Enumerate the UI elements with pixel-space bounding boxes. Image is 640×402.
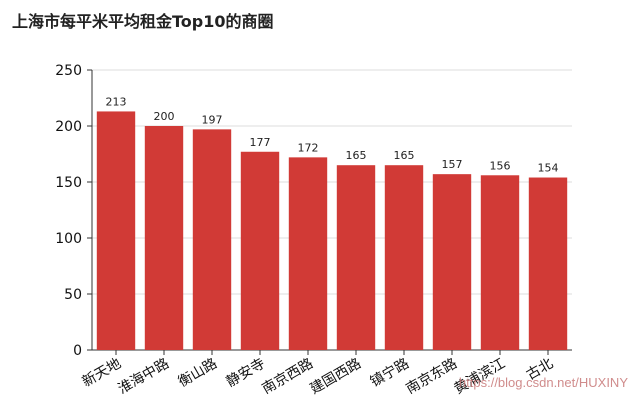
bar xyxy=(96,111,136,350)
data-label: 165 xyxy=(394,149,415,162)
y-tick-label: 50 xyxy=(64,287,82,303)
bar xyxy=(192,129,232,350)
bars xyxy=(96,111,568,350)
x-tick-label: 南京西路 xyxy=(260,356,316,398)
data-label: 172 xyxy=(298,141,319,154)
chart-title: 上海市每平米平均租金Top10的商圈 xyxy=(12,12,274,31)
x-tick-label: 衡山路 xyxy=(176,356,220,391)
data-labels: 213 200 197 177 172 165 165 157 156 154 xyxy=(106,95,559,174)
bar xyxy=(144,126,184,350)
watermark: https://blog.csdn.net/HUXINY xyxy=(458,375,628,390)
bar xyxy=(240,151,280,350)
x-tick-label: 淮海中路 xyxy=(116,356,172,398)
data-label: 157 xyxy=(442,158,463,171)
data-label: 154 xyxy=(538,162,559,175)
bar xyxy=(480,175,520,350)
y-tick-label: 200 xyxy=(55,119,82,135)
data-label: 156 xyxy=(490,159,511,172)
data-label: 177 xyxy=(250,136,271,149)
x-tick-label: 南京东路 xyxy=(404,356,460,398)
y-tick-labels: 0 50 100 150 200 250 xyxy=(55,63,82,359)
bar xyxy=(528,177,568,350)
x-tick-label: 建国西路 xyxy=(308,356,364,398)
data-label: 197 xyxy=(202,113,223,126)
data-label: 213 xyxy=(106,95,127,108)
bar xyxy=(336,165,376,350)
bar xyxy=(432,174,472,350)
y-tick-label: 250 xyxy=(55,63,82,79)
y-tick-label: 150 xyxy=(55,175,82,191)
data-label: 200 xyxy=(154,110,175,123)
y-tick-label: 100 xyxy=(55,231,82,247)
y-tick-label: 0 xyxy=(73,343,82,359)
bar xyxy=(288,157,328,350)
data-label: 165 xyxy=(346,149,367,162)
bar xyxy=(384,165,424,350)
